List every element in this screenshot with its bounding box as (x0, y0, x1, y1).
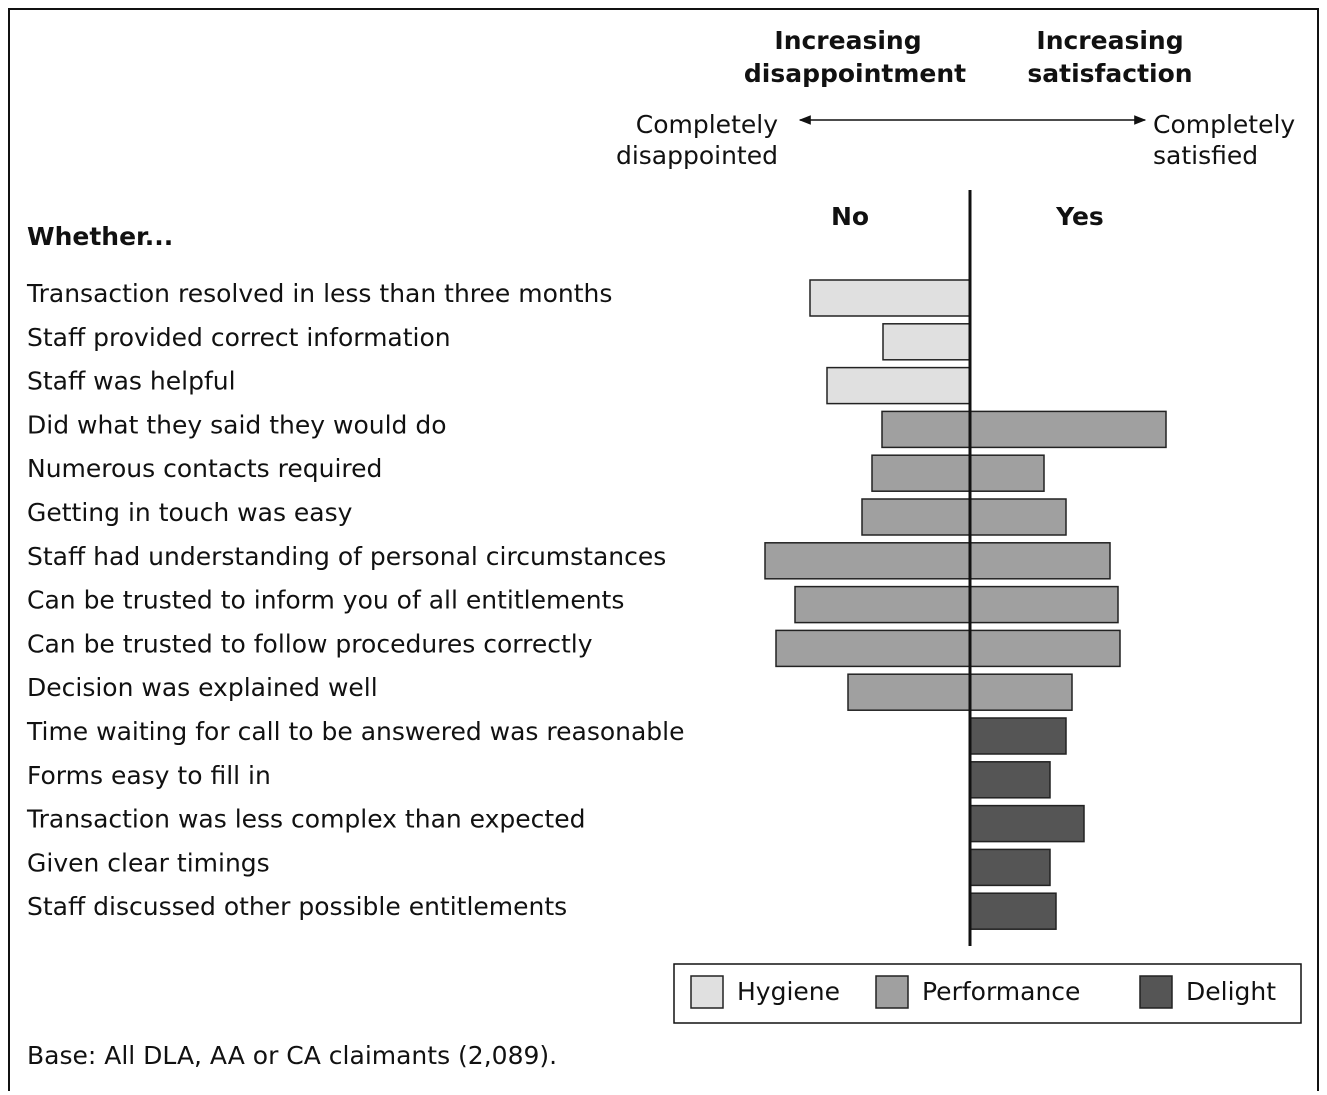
right-heading: satisfaction (1027, 59, 1192, 88)
bar (969, 454, 1045, 492)
legend-swatch (875, 975, 909, 1009)
bar (882, 323, 971, 361)
legend-swatch (690, 975, 724, 1009)
bar (969, 542, 1111, 580)
category-label: Given clear timings (27, 848, 270, 877)
bar (794, 585, 971, 624)
bar (969, 848, 1051, 887)
series-heading: No (831, 202, 869, 231)
bar (775, 629, 971, 668)
left-heading: Increasing (774, 26, 921, 55)
left-end-label: Completely (636, 110, 778, 139)
bar (764, 542, 971, 580)
category-label: Time waiting for call to be answered was… (26, 717, 685, 746)
left-heading: disappointment (744, 59, 966, 88)
category-label: Decision was explained well (27, 673, 378, 702)
bar (969, 892, 1057, 930)
bar (969, 585, 1119, 624)
category-label: Staff discussed other possible entitleme… (27, 892, 567, 921)
bar (809, 279, 971, 317)
bar (871, 454, 971, 492)
category-label: Transaction was less complex than expect… (26, 805, 585, 834)
bar (969, 410, 1167, 449)
series-heading: Yes (1055, 202, 1104, 231)
right-heading: Increasing (1036, 26, 1183, 55)
category-label: Getting in touch was easy (27, 498, 353, 527)
category-label: Can be trusted to inform you of all enti… (27, 586, 624, 615)
category-label: Did what they said they would do (27, 410, 447, 439)
right-end-label: Completely (1153, 110, 1295, 139)
category-label: Numerous contacts required (27, 454, 382, 483)
category-label: Staff was helpful (27, 367, 236, 396)
bar (969, 498, 1067, 536)
bar (969, 673, 1073, 711)
footnote: Base: All DLA, AA or CA claimants (2,089… (27, 1041, 557, 1070)
bar (969, 629, 1121, 668)
bar (847, 673, 971, 711)
left-end-label: disappointed (616, 141, 778, 170)
bar (969, 804, 1085, 843)
bar (881, 410, 971, 449)
legend-label: Hygiene (737, 977, 840, 1006)
category-label: Can be trusted to follow procedures corr… (27, 629, 593, 658)
bar (826, 366, 971, 405)
frame (8, 8, 1319, 1095)
bar (969, 761, 1051, 799)
category-label: Forms easy to fill in (27, 761, 271, 790)
category-label: Staff provided correct information (27, 323, 451, 352)
legend-box (673, 963, 1302, 1024)
bar (861, 498, 971, 536)
category-label: Staff had understanding of personal circ… (27, 542, 666, 571)
right-end-label: satisfied (1153, 141, 1258, 170)
category-label: Transaction resolved in less than three … (26, 279, 612, 308)
bar (969, 717, 1067, 755)
legend-swatch (1139, 975, 1173, 1009)
categories-heading: Whether... (27, 222, 173, 251)
legend-label: Performance (922, 977, 1080, 1006)
legend-label: Delight (1186, 977, 1276, 1006)
